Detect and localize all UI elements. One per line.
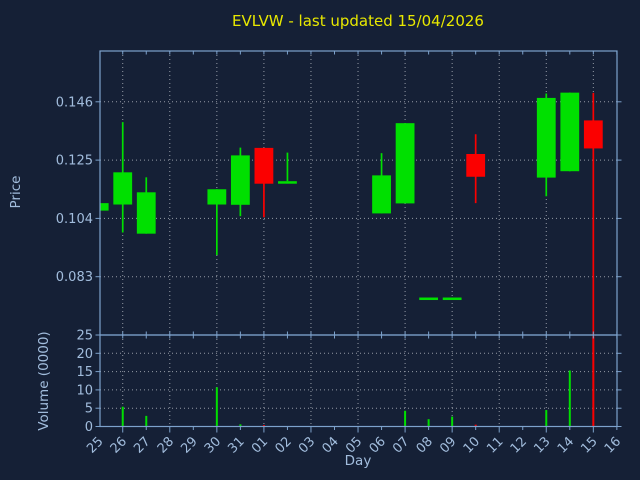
candle-day-09 [442, 297, 462, 301]
day-tick-label: 30 [202, 434, 224, 456]
candle-day-08 [419, 297, 439, 301]
candle-day-26 [113, 122, 133, 233]
candle-body [113, 172, 133, 205]
day-tick-label: 12 [508, 434, 530, 456]
volume-bars [121, 336, 595, 426]
day-tick-label: 01 [249, 434, 271, 456]
candles [100, 92, 603, 335]
day-tick-label: 09 [437, 434, 459, 456]
candle-day-13 [536, 93, 556, 197]
day-tick-label: 07 [390, 434, 412, 456]
candle-body [466, 153, 486, 177]
tick-marks [95, 51, 622, 433]
candle-day-10 [466, 134, 486, 204]
candle-body [395, 123, 415, 204]
price-tick-label: 0.104 [56, 212, 93, 227]
candle-body [230, 155, 250, 205]
candle-day-02 [278, 152, 297, 184]
candle-day-06 [372, 153, 391, 214]
candle-day-31 [230, 147, 250, 217]
candle-body [372, 175, 391, 214]
day-tick-label: 08 [414, 434, 436, 456]
candle-body [254, 147, 274, 184]
chart-title: EVLVW - last updated 15/04/2026 [232, 12, 484, 30]
day-tick-label: 29 [178, 434, 200, 456]
candle-day-27 [136, 177, 156, 234]
volume-axis-label: Volume (0000) [36, 331, 52, 431]
candle-body [583, 120, 603, 149]
day-tick-label: 25 [84, 434, 106, 456]
candle-body [278, 181, 297, 184]
candle-body [100, 203, 109, 211]
day-tick-label: 28 [155, 434, 177, 456]
price-tick-label: 0.125 [56, 154, 93, 169]
candle-body [419, 297, 439, 301]
price-tick-label: 0.083 [56, 270, 93, 285]
volume-tick-label: 5 [85, 402, 93, 417]
day-tick-label: 26 [108, 434, 130, 456]
day-tick-label: 02 [272, 434, 294, 456]
day-tick-label: 31 [225, 434, 247, 456]
day-tick-label: 11 [484, 434, 506, 456]
volume-tick-label: 25 [76, 329, 93, 344]
price-tick-label: 0.146 [56, 95, 93, 110]
candle-body [536, 97, 556, 178]
candle-day-15 [583, 92, 603, 335]
volume-tick-label: 20 [76, 347, 93, 362]
candle-body [560, 92, 580, 172]
candle-day-30 [207, 189, 227, 256]
candle-body [442, 297, 462, 301]
day-tick-label: 10 [461, 434, 483, 456]
candle-day-01 [254, 147, 274, 218]
volume-tick-label: 0 [85, 420, 93, 435]
price-axis-label: Price [8, 175, 24, 209]
day-tick-label: 13 [531, 434, 553, 456]
volume-tick-label: 10 [76, 383, 93, 398]
day-tick-label: 27 [131, 434, 153, 456]
day-axis-label: Day [344, 453, 372, 469]
day-tick-label: 04 [320, 434, 342, 456]
volume-tick-label: 15 [76, 365, 93, 380]
day-tick-label: 14 [555, 434, 577, 456]
day-tick-label: 03 [296, 434, 318, 456]
candle-day-25 [100, 203, 109, 211]
candle-day-07 [395, 123, 415, 204]
candle-body [207, 189, 227, 205]
day-tick-label: 15 [578, 434, 600, 456]
candle-body [136, 192, 156, 234]
day-tick-label: 16 [602, 434, 624, 456]
candle-day-14 [560, 92, 580, 172]
